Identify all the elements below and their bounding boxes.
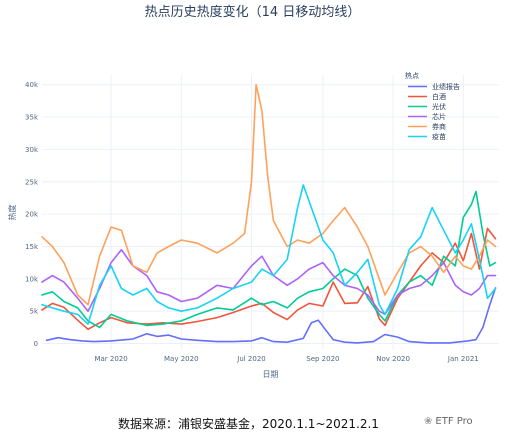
series-line-3	[41, 248, 497, 316]
y-tick-label: 40k	[25, 81, 39, 89]
y-tick-label: 20k	[25, 211, 39, 219]
watermark: ❀ ETF Pro	[424, 416, 473, 427]
series-layer	[41, 83, 497, 344]
y-tick-label: 15k	[25, 243, 39, 251]
x-tick-label: Nov 2020	[376, 355, 410, 363]
y-tick-label: 0	[34, 340, 38, 348]
series-line-0	[45, 287, 497, 344]
x-tick-label: May 2020	[164, 355, 199, 363]
y-tick-label: 5k	[29, 308, 38, 316]
legend-item-label: 业绩报告	[432, 82, 460, 91]
series-line-4	[41, 83, 497, 306]
y-tick-label: 10k	[25, 275, 39, 283]
x-tick-label: Jul 2020	[236, 355, 266, 363]
plot-background	[42, 75, 499, 350]
watermark-text: ETF Pro	[435, 416, 473, 427]
axis-layer: 0 5k 10k 15k 20k 25k 30k 35k 40k Mar 2020 May 2020…	[7, 81, 479, 379]
y-tick-label: 25k	[25, 178, 39, 186]
wechat-icon: ❀	[424, 416, 433, 427]
y-tick-label: 30k	[25, 146, 39, 154]
legend-item-label: 券商	[432, 122, 446, 131]
x-tick-label: Mar 2020	[94, 355, 127, 363]
legend-item-label: 光伏	[432, 102, 446, 111]
legend-item-label: 疫苗	[432, 132, 446, 141]
legend-title: 热点	[405, 71, 419, 80]
chart-title: 热点历史热度变化（14 日移动均线）	[144, 5, 361, 20]
source-caption: 数据来源：浦银安盛基金，2020.1.1~2021.2.1	[118, 417, 379, 431]
y-axis-title: 热度	[7, 205, 17, 221]
legend-item-label: 芯片	[432, 112, 446, 121]
x-tick-label: Jan 2021	[447, 355, 479, 363]
legend-item-label: 白酒	[432, 92, 446, 101]
series-line-5	[41, 184, 497, 325]
x-axis-title: 日期	[263, 370, 279, 379]
y-tick-label: 35k	[25, 114, 39, 122]
line-chart: 0 5k 10k 15k 20k 25k 30k 35k 40k Mar 2020 May 2020…	[7, 71, 499, 379]
x-tick-label: Sep 2020	[306, 355, 339, 363]
